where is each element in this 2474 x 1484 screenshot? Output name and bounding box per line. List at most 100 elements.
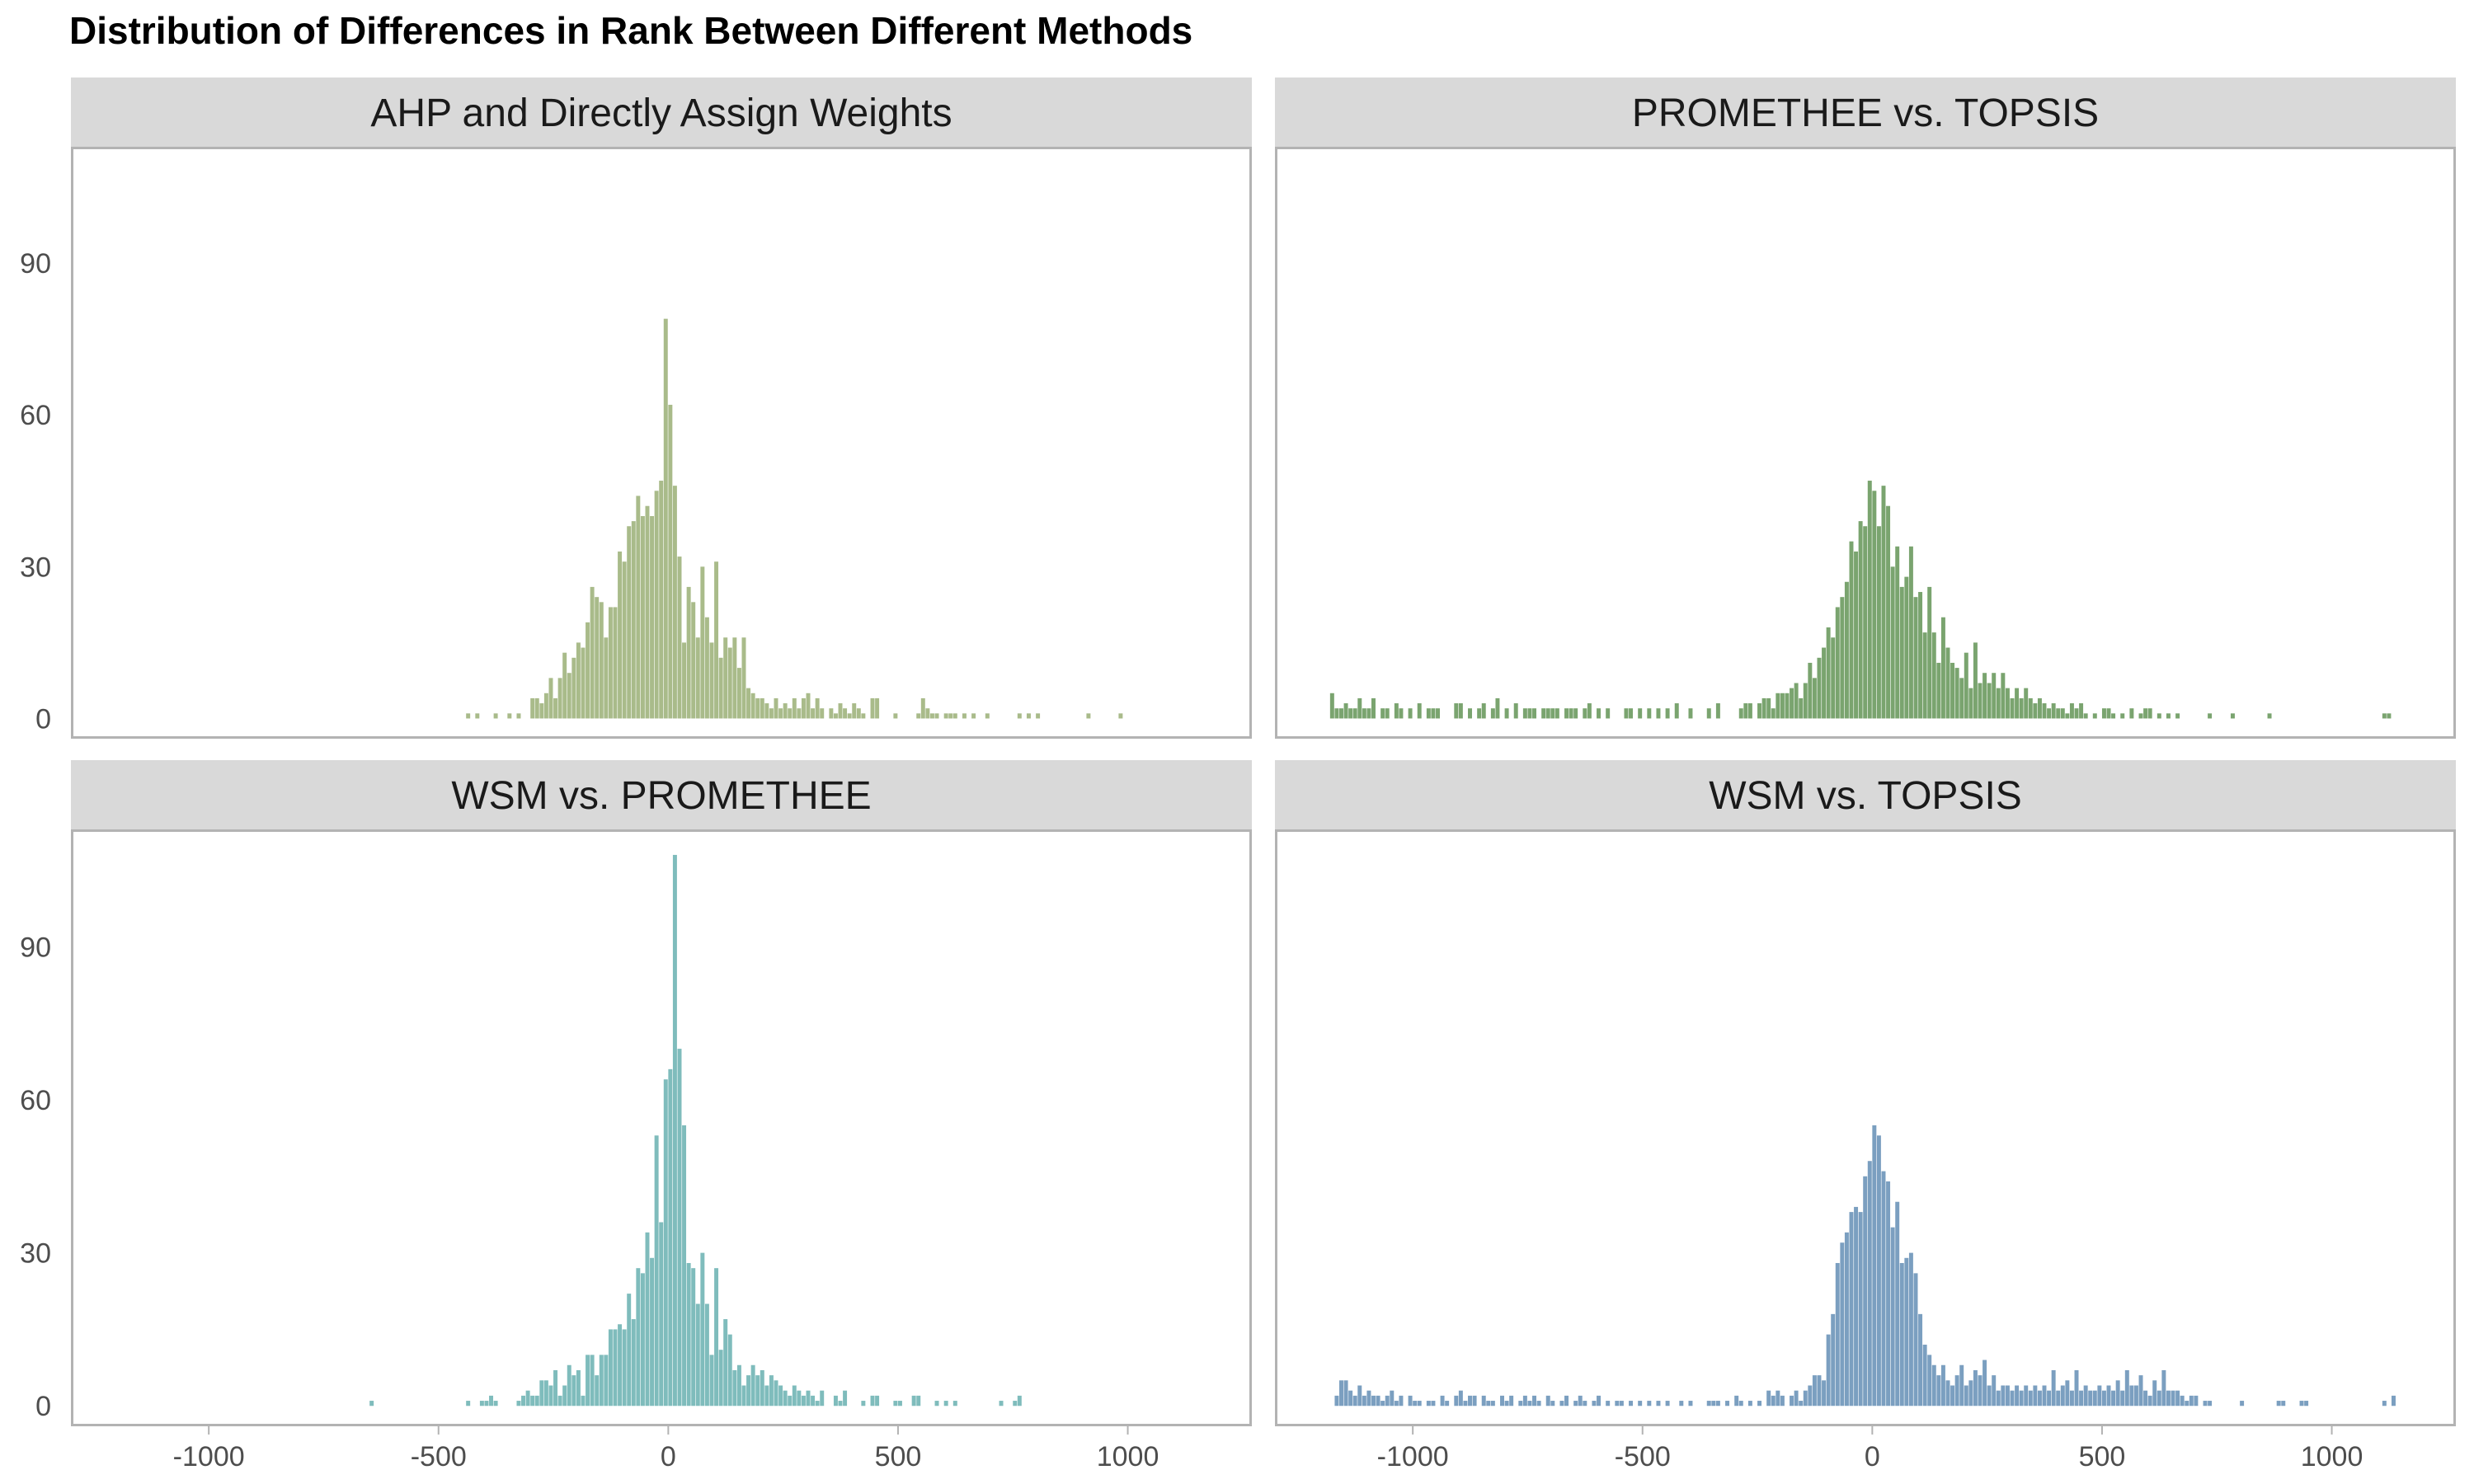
histogram-bar — [1973, 1369, 1978, 1407]
facet-panel: WSM vs. TOPSIS -1000 -500 0 500 1000 — [1275, 760, 2456, 1472]
histogram-bar — [1794, 1390, 1799, 1407]
histogram-bar — [1817, 657, 1822, 719]
histogram-bar — [1761, 697, 1766, 719]
histogram-bar — [1527, 1401, 1532, 1407]
histogram-bar — [760, 697, 764, 719]
x-tick-label: 500 — [2079, 1441, 2126, 1472]
histogram-bar — [2042, 703, 2047, 719]
histogram-bar — [1844, 1232, 1849, 1407]
histogram-bar — [1826, 1334, 1831, 1407]
histogram-bar — [631, 1319, 636, 1407]
histogram-bar — [1413, 1401, 1418, 1407]
histogram-bar — [1982, 1360, 1987, 1407]
histogram-bar — [2074, 708, 2079, 719]
histogram-bar — [1766, 1390, 1771, 1407]
histogram-bar — [2083, 713, 2088, 719]
histogram-bar — [1408, 1395, 1413, 1407]
histogram-bar — [1665, 1401, 1670, 1407]
histogram-bar — [943, 1401, 948, 1407]
histogram-bar — [1366, 1390, 1371, 1407]
histogram-bar — [1352, 1395, 1357, 1407]
histogram-bar — [833, 713, 838, 719]
histogram-bar — [741, 1385, 746, 1407]
histogram-bar — [1394, 703, 1399, 719]
histogram-bar — [2281, 1401, 2286, 1407]
histogram-bar — [732, 1369, 737, 1407]
histogram-bar — [971, 713, 976, 719]
histogram-bar — [1472, 1395, 1477, 1407]
histogram-bar — [1771, 1395, 1776, 1407]
histogram-bar — [929, 713, 934, 719]
facet-strip — [71, 760, 1252, 829]
histogram-bar — [1959, 678, 1964, 719]
histogram-bar — [466, 713, 471, 719]
histogram-bar — [1385, 708, 1390, 719]
histogram-bar — [893, 713, 898, 719]
histogram-bar — [1803, 683, 1808, 719]
histogram-bar — [801, 697, 806, 719]
histogram-bar — [1794, 683, 1799, 719]
histogram-bar — [691, 602, 696, 719]
histogram-bar — [916, 1395, 921, 1407]
histogram-bar — [581, 1395, 586, 1407]
histogram-bar — [1757, 703, 1762, 719]
histogram-bar — [1835, 1262, 1840, 1407]
histogram-bar — [562, 652, 567, 719]
panel-border — [71, 829, 1252, 1426]
histogram-bar — [2185, 1401, 2189, 1407]
histogram-bar — [732, 637, 737, 719]
histogram-bar — [2092, 713, 2097, 719]
histogram-bar — [934, 1401, 939, 1407]
y-tick-label: 0 — [35, 1391, 51, 1422]
histogram-bar — [2010, 1390, 2015, 1407]
histogram-bar — [557, 678, 562, 719]
histogram-bar — [1026, 713, 1031, 719]
histogram-bar — [2120, 1390, 2125, 1407]
histogram-bar — [788, 708, 793, 719]
histogram-bar — [608, 1329, 613, 1407]
histogram-bar — [820, 1390, 825, 1407]
histogram-bar — [833, 1395, 838, 1407]
histogram-bar — [2065, 713, 2070, 719]
histogram-bar — [1831, 1313, 1836, 1407]
histogram-bar — [1086, 713, 1091, 719]
histogram-bar — [636, 495, 641, 719]
histogram-bar — [801, 1395, 806, 1407]
histogram-bar — [893, 1401, 898, 1407]
histogram-bar — [654, 491, 659, 719]
histogram-bar — [1854, 1206, 1859, 1407]
histogram-bar — [622, 1329, 627, 1407]
histogram-bar — [709, 642, 714, 719]
histogram-bar — [774, 1380, 778, 1407]
histogram-bar — [1445, 1401, 1450, 1407]
histogram-bar — [1343, 703, 1348, 719]
histogram-bar — [870, 1395, 875, 1407]
histogram-bar — [521, 1395, 526, 1407]
histogram-bar — [769, 708, 774, 719]
histogram-bar — [750, 1364, 755, 1407]
histogram-bar — [2037, 697, 2042, 719]
histogram-bar — [1982, 673, 1987, 719]
histogram-bar — [1554, 708, 1559, 719]
histogram-bar — [2005, 1385, 2010, 1407]
histogram-bar — [663, 318, 668, 719]
histogram-bar — [2024, 1385, 2029, 1407]
histogram-bar — [1968, 688, 1973, 719]
histogram-bar — [493, 1401, 498, 1407]
histogram-bar — [1399, 1395, 1404, 1407]
histogram-bar — [695, 637, 700, 719]
histogram-bar — [1454, 703, 1459, 719]
x-tick-label: -1000 — [1377, 1441, 1449, 1472]
histogram-bar — [2069, 703, 2074, 719]
histogram-bar — [2189, 1395, 2194, 1407]
histogram-bar — [2147, 1395, 2152, 1407]
histogram-bar — [2267, 713, 2272, 719]
histogram-bar — [1808, 662, 1813, 719]
histogram-bar — [668, 404, 673, 719]
histogram-bar — [2120, 713, 2125, 719]
histogram-bar — [369, 1401, 374, 1407]
histogram-bar — [1826, 627, 1831, 719]
histogram-bar — [1597, 1395, 1602, 1407]
histogram-bar — [2166, 1390, 2171, 1407]
histogram-bar — [604, 1355, 609, 1407]
